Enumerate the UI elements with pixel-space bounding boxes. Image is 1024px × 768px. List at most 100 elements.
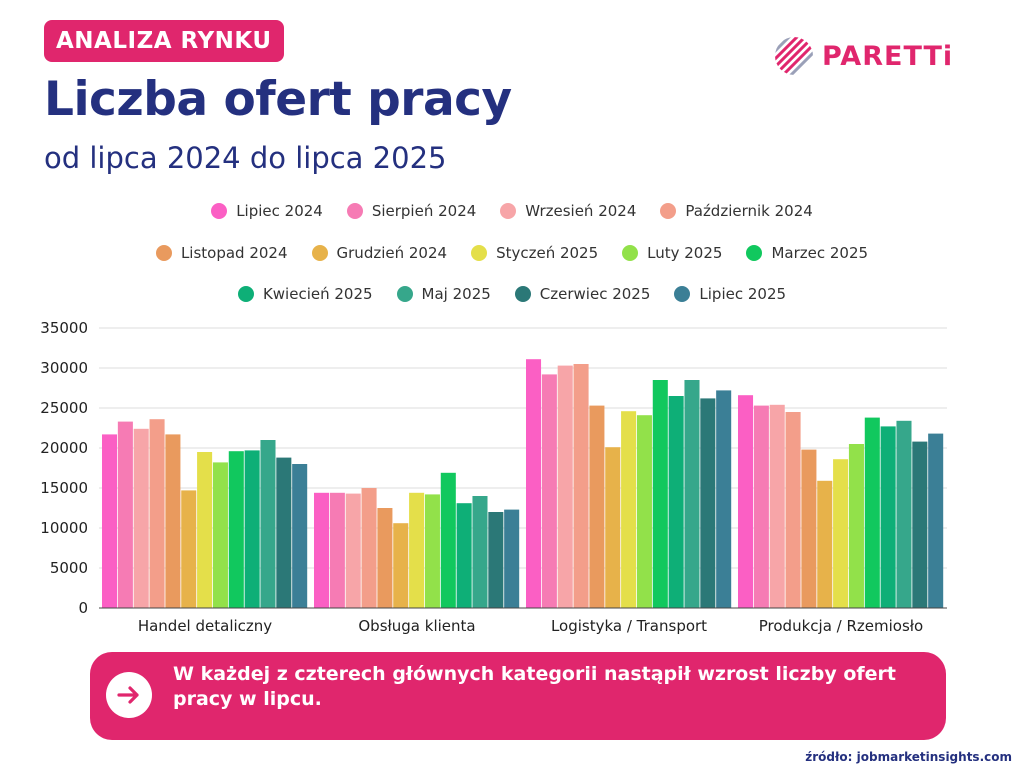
legend-label: Kwiecień 2025: [262, 285, 373, 303]
legend-item: Grudzień 2024: [311, 244, 448, 262]
source-note: źródło: jobmarketinsights.com: [805, 750, 1012, 764]
legend-swatch: [237, 286, 254, 302]
legend-swatch: [660, 203, 677, 219]
bar: [526, 359, 542, 608]
y-tick-label: 0: [78, 599, 88, 617]
page-title: Liczba ofert pracy: [44, 72, 512, 127]
bar: [424, 494, 440, 608]
y-tick-label: 10000: [40, 519, 88, 537]
bar: [738, 395, 754, 608]
legend-swatch: [346, 203, 363, 219]
bar: [276, 457, 292, 608]
legend-row: Listopad 2024 Grudzień 2024 Styczeń 2025 Lu…: [0, 244, 1024, 262]
legend-label: Czerwiec 2025: [539, 285, 651, 303]
legend-item: Styczeń 2025: [471, 244, 598, 262]
bar: [212, 462, 228, 608]
bar: [753, 405, 769, 608]
bar: [329, 492, 345, 608]
legend-label: Listopad 2024: [180, 244, 288, 262]
bar: [504, 509, 520, 608]
legend-item: Luty 2025: [622, 244, 722, 262]
bar: [668, 396, 684, 608]
bar: [652, 380, 668, 608]
legend-item: Kwiecień 2025: [237, 285, 373, 303]
bar: [541, 374, 557, 608]
legend-label: Wrzesień 2024: [525, 202, 637, 220]
bar: [801, 449, 817, 608]
bar: [377, 508, 393, 608]
bar: [912, 441, 928, 608]
legend-label: Październik 2024: [685, 202, 813, 220]
bar: [133, 428, 149, 608]
legend-label: Styczeń 2025: [496, 244, 599, 262]
legend-item: Marzec 2025: [746, 244, 868, 262]
y-tick-label: 15000: [40, 479, 88, 497]
x-tick-label: Logistyka / Transport: [551, 617, 707, 635]
bar: [896, 420, 912, 608]
legend-item: Maj 2025: [396, 285, 491, 303]
bar: [244, 450, 260, 608]
legend-label: Lipiec 2025: [699, 285, 787, 303]
bar: [785, 412, 801, 608]
legend-item: Październik 2024: [660, 202, 813, 220]
bar: [488, 512, 504, 608]
bar: [102, 434, 118, 608]
callout-text: W każdej z czterech głównych kategorii n…: [173, 663, 896, 710]
legend-swatch: [311, 245, 328, 261]
bar: [605, 447, 621, 608]
brand-logo: PARETTi: [774, 36, 953, 76]
y-tick-label: 20000: [40, 439, 88, 457]
legend-label: Luty 2025: [647, 244, 723, 262]
bar: [848, 444, 864, 608]
legend-label: Maj 2025: [421, 285, 491, 303]
legend-row: Lipiec 2024 Sierpień 2024 Wrzesień 2024 Paź…: [0, 202, 1024, 220]
bar: [472, 496, 488, 608]
legend-swatch: [514, 286, 531, 302]
bar: [314, 492, 330, 608]
bar: [260, 440, 276, 608]
legend-label: Marzec 2025: [771, 244, 869, 262]
bar: [409, 492, 425, 608]
bar: [456, 503, 472, 608]
x-tick-label: Produkcja / Rzemiosło: [759, 617, 923, 635]
legend-swatch: [500, 203, 517, 219]
bar: [361, 488, 377, 608]
logo-text: PARETTi: [822, 40, 954, 72]
legend-row: Kwiecień 2025 Maj 2025 Czerwiec 2025 Lipiec…: [0, 285, 1024, 303]
bar: [573, 364, 589, 608]
bar: [393, 523, 409, 608]
logo-icon: [775, 37, 813, 75]
y-tick-label: 30000: [40, 359, 88, 377]
legend-item: Lipiec 2024: [211, 202, 323, 220]
section-tag: ANALIZA RYNKU: [44, 20, 284, 62]
bar: [117, 421, 133, 608]
legend-item: Listopad 2024: [155, 244, 288, 262]
bar: [228, 451, 244, 608]
legend-label: Sierpień 2024: [371, 202, 477, 220]
bar: [864, 417, 880, 608]
bar: [684, 380, 700, 608]
legend-swatch: [746, 245, 763, 261]
bar: [621, 411, 637, 608]
y-tick-label: 25000: [40, 399, 88, 417]
bar-chart: 0 5000 10000 15000 20000 25000 30000 35000 Hande…: [40, 319, 947, 635]
bar: [345, 493, 361, 608]
arrow-right-icon: [106, 672, 152, 718]
summary-callout: W każdej z czterech głównych kategorii n…: [90, 652, 946, 740]
legend-item: Wrzesień 2024: [500, 202, 636, 220]
legend-swatch: [674, 286, 691, 302]
y-tick-label: 35000: [40, 319, 88, 337]
bar: [636, 415, 652, 608]
bar: [817, 480, 833, 608]
bar: [181, 490, 197, 608]
legend-label: Lipiec 2024: [236, 202, 323, 220]
y-tick-label: 5000: [50, 559, 88, 577]
bar: [165, 434, 181, 608]
bar: [769, 404, 785, 608]
legend-swatch: [396, 286, 413, 302]
legend-label: Grudzień 2024: [336, 244, 448, 262]
bar: [149, 419, 165, 608]
page-subtitle: od lipca 2024 do lipca 2025: [44, 141, 447, 175]
bar: [440, 472, 456, 608]
legend-item: Lipiec 2025: [674, 285, 786, 303]
